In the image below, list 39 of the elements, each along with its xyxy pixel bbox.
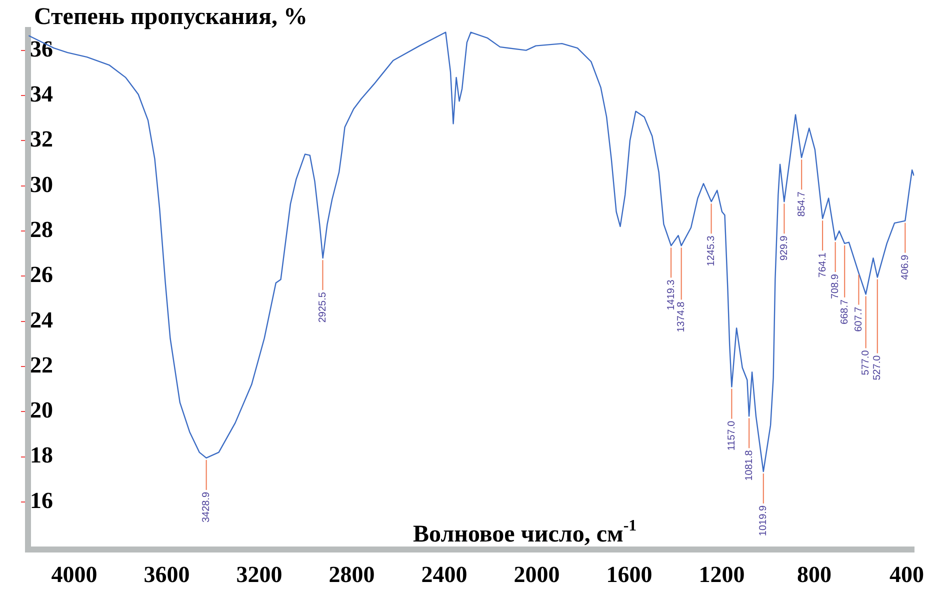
x-tick-label: 2800: [328, 562, 375, 588]
x-tick-label: 4000: [51, 562, 98, 588]
y-tick-label: 28: [30, 216, 53, 242]
annotation: 1419.3: [666, 279, 677, 310]
annotation: 1081.8: [744, 450, 755, 481]
y-tick-label: 34: [30, 81, 54, 106]
annotation: 607.7: [853, 306, 864, 332]
x-tick-label: 1200: [698, 562, 745, 588]
chart-title: Степень пропускания, %: [34, 4, 308, 30]
annotation: 764.1: [817, 252, 828, 278]
x-tick-label: 400: [890, 562, 924, 588]
y-tick-label: 22: [30, 352, 53, 378]
annotation: 1245.3: [706, 235, 718, 266]
annotation: 1374.8: [676, 301, 688, 332]
x-tick-label: 2400: [421, 562, 468, 588]
annotation: 929.9: [778, 235, 790, 261]
x-tick-label: 1600: [606, 562, 652, 588]
y-tick-label: 16: [30, 488, 53, 513]
x-tick-label: 800: [797, 562, 832, 588]
annotation: 2925.5: [317, 292, 328, 323]
annotation: 854.7: [796, 191, 808, 217]
x-tick-label: 3600: [144, 562, 190, 588]
annotation: 708.9: [830, 274, 842, 300]
annotation: 1157.0: [726, 420, 738, 451]
y-tick-label: 32: [30, 126, 53, 152]
y-tick-label: 26: [30, 262, 53, 288]
annotation: 527.0: [872, 354, 884, 380]
y-tick-label: 24: [30, 307, 54, 332]
y-tick-label: 20: [30, 398, 53, 423]
annotation: 668.7: [839, 298, 850, 324]
y-tick-label: 30: [30, 172, 53, 197]
y-tick-label: 18: [30, 442, 53, 468]
annotation: 406.9: [900, 254, 911, 280]
annotation: 1019.9: [758, 505, 770, 536]
annotation: 3428.9: [201, 492, 212, 523]
x-tick-label: 2000: [514, 562, 560, 588]
y-tick-label: 36: [30, 36, 53, 62]
annotation: 577.0: [860, 350, 872, 376]
x-tick-label: 3200: [236, 562, 282, 588]
